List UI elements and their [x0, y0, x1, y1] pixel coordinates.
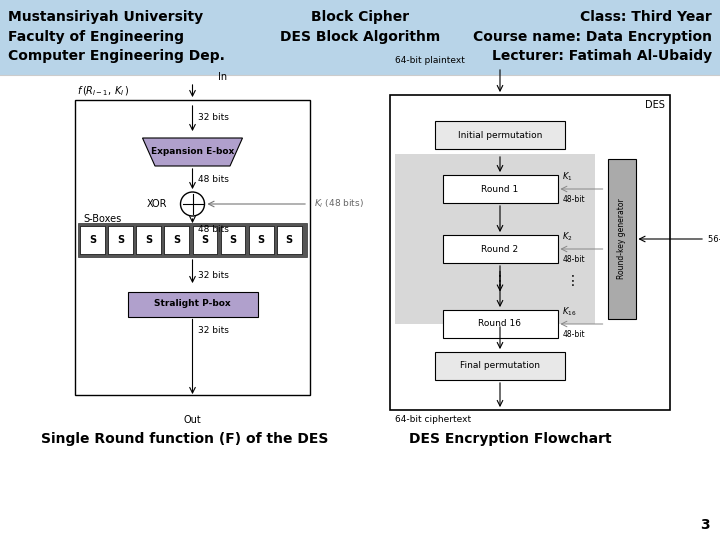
Text: ⋮: ⋮: [566, 274, 580, 288]
Bar: [248, 226, 274, 254]
Bar: [277, 226, 302, 254]
Bar: [443, 235, 557, 263]
Text: $K_1$: $K_1$: [562, 171, 573, 183]
Text: S: S: [145, 235, 152, 245]
Text: S: S: [202, 235, 208, 245]
Text: 32 bits: 32 bits: [197, 326, 228, 335]
Text: Round 16: Round 16: [479, 320, 521, 328]
Text: Round-key generator: Round-key generator: [617, 199, 626, 279]
Polygon shape: [143, 138, 243, 166]
Text: 32 bits: 32 bits: [197, 272, 228, 280]
Text: 32 bits: 32 bits: [197, 113, 228, 123]
Text: $K_2$: $K_2$: [562, 231, 573, 243]
Bar: [75, 100, 310, 395]
Text: DES Encryption Flowchart: DES Encryption Flowchart: [409, 432, 611, 446]
Bar: [220, 226, 246, 254]
Text: S-Boxes: S-Boxes: [83, 214, 121, 224]
Text: 48-bit: 48-bit: [562, 330, 585, 339]
Text: Expansion E-box: Expansion E-box: [151, 147, 234, 157]
Text: S: S: [174, 235, 180, 245]
Text: S: S: [258, 235, 265, 245]
Bar: [78, 223, 307, 257]
FancyBboxPatch shape: [0, 0, 720, 75]
Text: 48-bit: 48-bit: [562, 195, 585, 204]
Bar: [136, 226, 161, 254]
Bar: [108, 226, 133, 254]
Bar: [435, 121, 565, 149]
Text: 64-bit ciphertext: 64-bit ciphertext: [395, 415, 471, 424]
Bar: [608, 159, 636, 319]
Bar: [80, 226, 104, 254]
Bar: [435, 352, 565, 380]
Text: 56-bit cipher key: 56-bit cipher key: [708, 234, 720, 244]
Text: S: S: [286, 235, 293, 245]
Text: Initial permutation: Initial permutation: [458, 131, 542, 139]
Text: Round 1: Round 1: [482, 185, 518, 193]
Bar: [192, 226, 217, 254]
Text: $K_{16}$: $K_{16}$: [562, 306, 577, 318]
Text: Round 2: Round 2: [482, 245, 518, 253]
Text: Block Cipher
DES Block Algorithm: Block Cipher DES Block Algorithm: [280, 10, 440, 44]
Bar: [164, 226, 189, 254]
Text: Final permutation: Final permutation: [460, 361, 540, 370]
Text: 48-bit: 48-bit: [562, 255, 585, 264]
Bar: [127, 292, 258, 316]
Text: XOR: XOR: [147, 199, 168, 209]
Text: In: In: [218, 72, 227, 82]
Text: S: S: [89, 235, 96, 245]
Bar: [390, 95, 670, 410]
Circle shape: [181, 192, 204, 216]
Text: ⋮: ⋮: [493, 274, 507, 288]
Text: DES: DES: [645, 100, 665, 110]
Text: Class: Third Year
Course name: Data Encryption
Lecturer: Fatimah Al-Ubaidy: Class: Third Year Course name: Data Encr…: [473, 10, 712, 63]
Text: Mustansiriyah University
Faculty of Engineering
Computer Engineering Dep.: Mustansiriyah University Faculty of Engi…: [8, 10, 225, 63]
Text: 3: 3: [701, 518, 710, 532]
Text: S: S: [230, 235, 237, 245]
Text: Single Round function (F) of the DES: Single Round function (F) of the DES: [41, 432, 329, 446]
Text: $f\,( R_{I-1},\,K_I\,)$: $f\,( R_{I-1},\,K_I\,)$: [77, 84, 130, 98]
FancyBboxPatch shape: [0, 75, 720, 540]
Bar: [443, 175, 557, 203]
Text: $K_I$ (48 bits): $K_I$ (48 bits): [314, 198, 364, 210]
Text: 48 bits: 48 bits: [197, 176, 228, 185]
Bar: [395, 154, 595, 324]
Bar: [443, 310, 557, 338]
Text: 64-bit plaintext: 64-bit plaintext: [395, 56, 465, 65]
Text: Stralight P-box: Stralight P-box: [154, 300, 231, 308]
Text: Out: Out: [184, 415, 202, 425]
Text: S: S: [117, 235, 124, 245]
Text: 48 bits: 48 bits: [197, 226, 228, 234]
